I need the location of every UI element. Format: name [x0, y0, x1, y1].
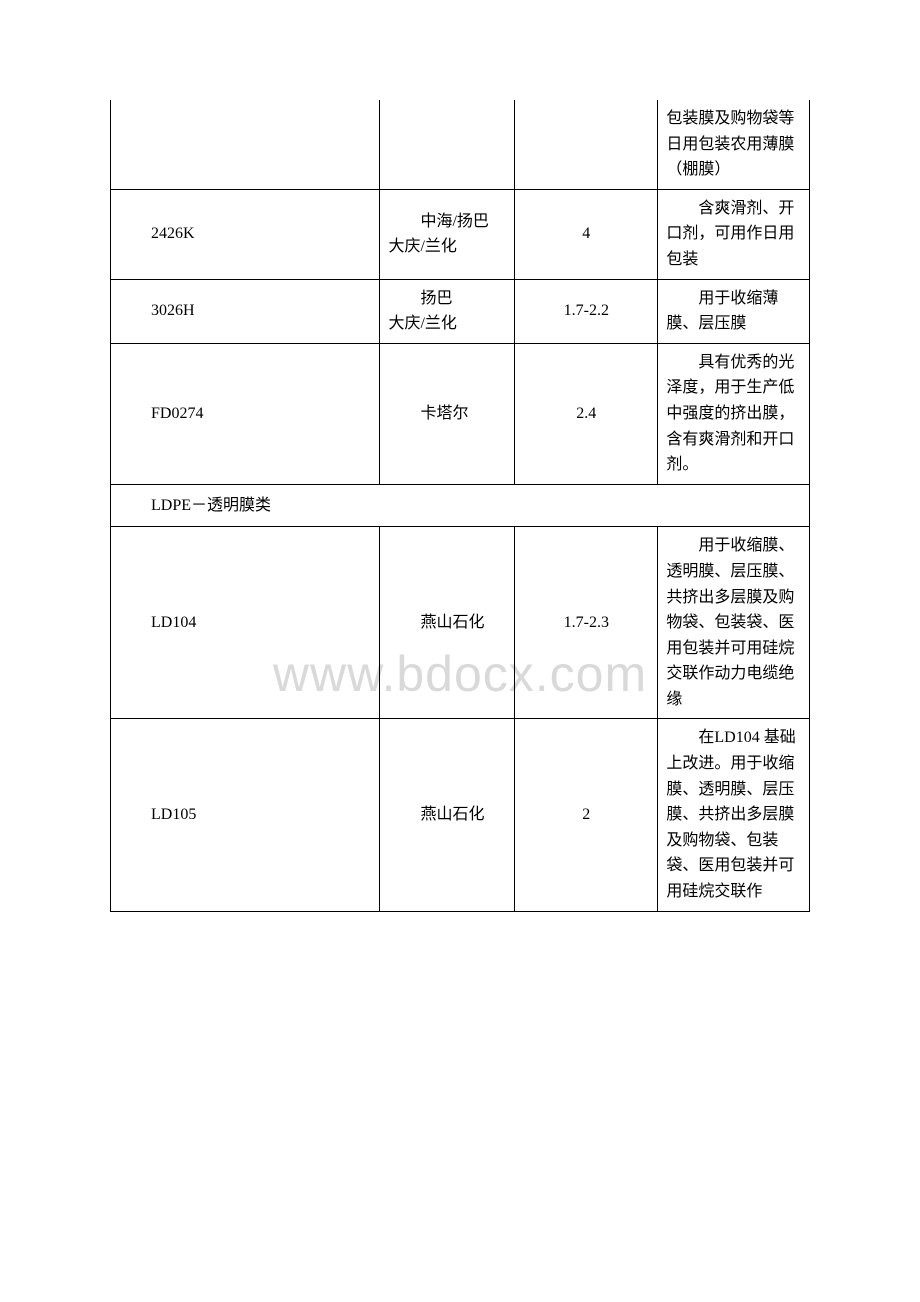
cell-description: 在LD104 基础上改进。用于收缩膜、透明膜、层压膜、共挤出多层膜及购物袋、包装…: [658, 719, 810, 911]
cell-value: 2.4: [515, 343, 658, 484]
table-header-row: LDPE－透明膜类: [111, 484, 810, 527]
cell-description: 具有优秀的光泽度，用于生产低中强度的挤出膜，含有爽滑剂和开口剂。: [658, 343, 810, 484]
table-row: LD105 燕山石化 2 在LD104 基础上改进。用于收缩膜、透明膜、层压膜、…: [111, 719, 810, 911]
cell-manufacturer: 燕山石化: [380, 719, 515, 911]
table-row: 3026H 扬巴大庆/兰化 1.7-2.2 用于收缩薄膜、层压膜: [111, 279, 810, 343]
cell-code: FD0274: [111, 343, 380, 484]
cell-description: 含爽滑剂、开口剂，可用作日用包装: [658, 189, 810, 279]
cell-value: 2: [515, 719, 658, 911]
cell-code: 3026H: [111, 279, 380, 343]
section-header: LDPE－透明膜类: [111, 484, 810, 527]
table-row: FD0274 卡塔尔 2.4 具有优秀的光泽度，用于生产低中强度的挤出膜，含有爽…: [111, 343, 810, 484]
cell-manufacturer: [380, 100, 515, 189]
table-row: LD104 燕山石化 1.7-2.3 用于收缩膜、透明膜、层压膜、共挤出多层膜及…: [111, 527, 810, 719]
cell-description: 用于收缩膜、透明膜、层压膜、共挤出多层膜及购物袋、包装袋、医用包装并可用硅烷交联…: [658, 527, 810, 719]
page-container: 包装膜及购物袋等日用包装农用薄膜（棚膜） 2426K 中海/扬巴大庆/兰化 4 …: [0, 0, 920, 972]
cell-manufacturer: 扬巴大庆/兰化: [380, 279, 515, 343]
cell-code: LD104: [111, 527, 380, 719]
cell-code: [111, 100, 380, 189]
cell-value: 4: [515, 189, 658, 279]
data-table: 包装膜及购物袋等日用包装农用薄膜（棚膜） 2426K 中海/扬巴大庆/兰化 4 …: [110, 100, 810, 912]
cell-value: 1.7-2.2: [515, 279, 658, 343]
cell-code: 2426K: [111, 189, 380, 279]
cell-description: 用于收缩薄膜、层压膜: [658, 279, 810, 343]
cell-manufacturer: 中海/扬巴大庆/兰化: [380, 189, 515, 279]
cell-code: LD105: [111, 719, 380, 911]
cell-description: 包装膜及购物袋等日用包装农用薄膜（棚膜）: [658, 100, 810, 189]
cell-value: [515, 100, 658, 189]
table-row: 包装膜及购物袋等日用包装农用薄膜（棚膜）: [111, 100, 810, 189]
cell-manufacturer: 燕山石化: [380, 527, 515, 719]
table-row: 2426K 中海/扬巴大庆/兰化 4 含爽滑剂、开口剂，可用作日用包装: [111, 189, 810, 279]
cell-manufacturer: 卡塔尔: [380, 343, 515, 484]
cell-value: 1.7-2.3: [515, 527, 658, 719]
